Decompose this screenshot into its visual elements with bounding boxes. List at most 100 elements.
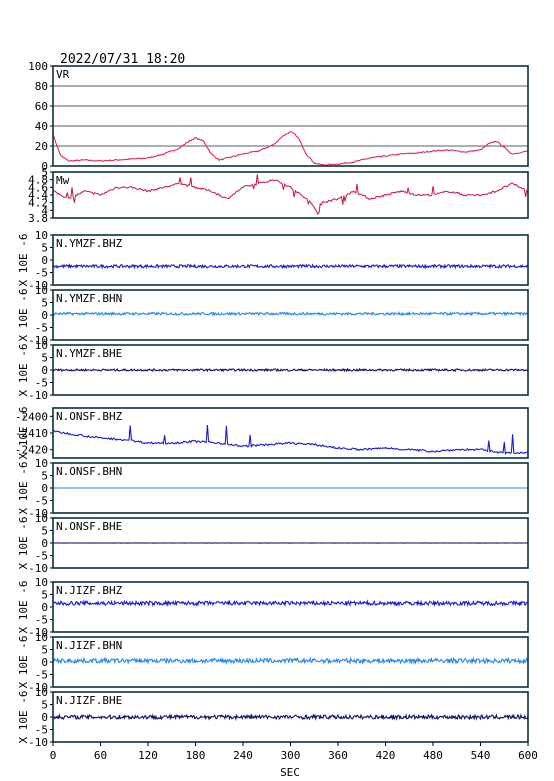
panel-title: N.YMZF.BHE	[56, 347, 122, 360]
panel-frame	[52, 462, 529, 514]
panel-n-onsf-bhz: -2420 -2410 -2400 N.ONSF.BHZ X 10E -6	[15, 407, 529, 460]
y-tick-label: 10	[35, 576, 48, 589]
y-tick-label: -10	[28, 562, 48, 575]
panel-mw: 3.844.24.44.64.85 Mw	[28, 166, 529, 225]
y-tick-label: -10	[28, 626, 48, 639]
y-tick-label: 0	[41, 601, 48, 614]
y-tick-label: 3.8	[28, 212, 48, 225]
y-tick-label: 0	[41, 309, 48, 322]
series-line	[52, 310, 529, 317]
y-tick-label: 5	[41, 242, 48, 255]
series-line	[52, 656, 529, 666]
x-axis-label: SEC	[280, 766, 300, 779]
y-tick-label: 0	[41, 537, 48, 550]
y-tick-label: 0	[41, 656, 48, 669]
panel-title: N.YMZF.BHZ	[56, 237, 123, 250]
y-tick-label: 60	[35, 100, 48, 113]
x-axis: 0 60 120 180 240 300 360 420 480 540 600	[50, 742, 538, 762]
y-tick-label: -5	[35, 495, 48, 508]
panel-frame	[52, 171, 529, 219]
y-tick-label: 5	[41, 589, 48, 602]
series-line	[52, 131, 529, 166]
y-tick-label: -10	[28, 736, 48, 749]
y-tick-label: 0	[41, 254, 48, 267]
x-tick-label: 360	[328, 749, 348, 762]
y-tick-label: -10	[28, 279, 48, 292]
y-tick-label: -10	[28, 681, 48, 694]
y-axis-label: X 10E -6	[17, 691, 30, 744]
y-tick-label: -5	[35, 724, 48, 737]
y-tick-label: 5	[41, 297, 48, 310]
panel-title: N.JIZF.BHE	[56, 694, 122, 707]
x-tick-label: 420	[376, 749, 396, 762]
x-tick-label: 180	[186, 749, 206, 762]
panel-title: N.YMZF.BHN	[56, 292, 122, 305]
y-tick-label: 4.4	[28, 189, 48, 202]
y-tick-label: -2400	[15, 410, 48, 423]
x-tick-label: 540	[471, 749, 491, 762]
y-axis-label: X 10E -6	[17, 462, 30, 515]
series-line	[52, 263, 529, 270]
y-axis-label: X 10E -6	[17, 344, 30, 397]
y-tick-label: -5	[35, 669, 48, 682]
series-line	[52, 599, 529, 608]
panel-frame	[52, 581, 529, 633]
timestamp: 2022/07/31 18:20	[60, 52, 185, 67]
x-tick-label: 600	[518, 749, 538, 762]
x-tick-label: 0	[50, 749, 57, 762]
panel-title: N.ONSF.BHZ	[56, 410, 123, 423]
y-tick-label: 0	[41, 160, 48, 173]
y-tick-label: -10	[28, 507, 48, 520]
y-tick-label: 5	[41, 644, 48, 657]
panel-frame	[52, 517, 529, 569]
y-tick-label: 5	[41, 699, 48, 712]
y-tick-label: 4	[41, 204, 48, 217]
series-line	[52, 712, 529, 722]
y-axis-label: X 10E -6	[17, 636, 30, 689]
y-tick-label: -5	[35, 614, 48, 627]
panel-frame	[52, 344, 529, 396]
y-axis-label: X 10E -6	[17, 581, 30, 634]
panels-group: 020406080100VR3.844.24.44.64.85Mw-10-505…	[15, 60, 529, 749]
x-tick-label: 480	[423, 749, 443, 762]
y-tick-label: 0	[41, 482, 48, 495]
panel-title: N.JIZF.BHZ	[56, 584, 123, 597]
y-axis-label: X 10E -6	[17, 407, 30, 460]
y-tick-label: 5	[41, 470, 48, 483]
x-tick-label: 240	[233, 749, 253, 762]
y-tick-label: 4.8	[28, 174, 48, 187]
series-line	[52, 174, 529, 216]
y-axis-label: X 10E -6	[17, 289, 30, 342]
panel-title: N.ONSF.BHE	[56, 520, 122, 533]
panel-vr: 0 20 40 60 80 100 VR	[28, 60, 529, 173]
y-tick-label: -5	[35, 550, 48, 563]
y-tick-label: 20	[35, 140, 48, 153]
y-tick-label: 10	[35, 457, 48, 470]
panel-frame	[52, 636, 529, 688]
series-line	[52, 367, 529, 373]
x-tick-label: 60	[94, 749, 107, 762]
y-tick-label: 10	[35, 339, 48, 352]
y-tick-label: -5	[35, 322, 48, 335]
y-tick-label: -10	[28, 334, 48, 347]
panel-frame	[52, 234, 529, 286]
y-tick-label: 5	[41, 166, 48, 179]
panel-title: VR	[56, 68, 70, 81]
panel-title: N.ONSF.BHN	[56, 465, 122, 478]
y-tick-label: 10	[35, 284, 48, 297]
panel-title: N.JIZF.BHN	[56, 639, 122, 652]
y-tick-label: 10	[35, 512, 48, 525]
y-tick-label: 100	[28, 60, 48, 73]
x-tick-label: 300	[281, 749, 301, 762]
y-tick-label: -2420	[15, 444, 48, 457]
panel-title: Mw	[56, 174, 70, 187]
y-axis-label: X 10E -6	[17, 517, 30, 570]
